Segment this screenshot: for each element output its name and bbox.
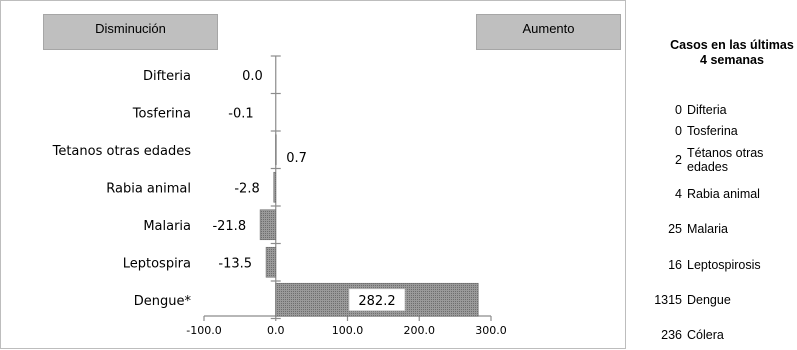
bar-chart: -100.0 0.0 100.0 200.0 300.0 Difteria 0.0 Tosfe… <box>52 55 507 337</box>
category-label: Leptospira <box>123 256 191 271</box>
case-name: Difteria <box>687 103 727 117</box>
case-row: 0 Difteria <box>628 95 797 125</box>
data-label: -2.8 <box>234 181 259 196</box>
data-label-box <box>348 288 406 312</box>
case-count: 25 <box>668 222 682 236</box>
increase-label: Aumento <box>522 21 575 36</box>
case-name: Dengue <box>687 293 731 307</box>
cases-panel: Casos en las últimas 4 semanas 0 Difteria… <box>628 0 797 350</box>
category-label: Difteria <box>143 69 191 84</box>
case-name: Rabia animal <box>687 187 760 201</box>
case-name: Leptospirosis <box>687 258 761 272</box>
case-row: 2 Tétanos otras edades <box>628 145 797 175</box>
case-row: 236 Cólera <box>628 320 797 350</box>
category-label: Tetanos otras edades <box>52 144 192 159</box>
decrease-label-box: Disminución <box>43 14 218 50</box>
case-count: 0 <box>675 103 682 117</box>
case-row: 4 Rabia animal <box>628 179 797 209</box>
case-count: 2 <box>675 153 682 167</box>
case-count: 0 <box>675 124 682 138</box>
cases-panel-title: Casos en las últimas 4 semanas <box>670 38 794 67</box>
value-axis-tick-label: 300.0 <box>475 324 507 337</box>
case-count: 236 <box>661 328 682 342</box>
case-name: Tétanos otras edades <box>687 146 764 174</box>
data-label: -21.8 <box>212 219 246 234</box>
decrease-label: Disminución <box>95 21 166 36</box>
category-label: Rabia animal <box>106 181 191 196</box>
case-count: 16 <box>668 258 682 272</box>
chart-frame: Disminución Aumento -100.0 0.0 100.0 200.0 3… <box>0 0 626 349</box>
case-row: 0 Tosferina <box>628 116 797 146</box>
case-name: Malaria <box>687 222 728 236</box>
case-name: Cólera <box>687 328 724 342</box>
data-label: 282.2 <box>358 294 395 309</box>
increase-label-box: Aumento <box>476 14 621 50</box>
category-label: Dengue* <box>134 294 192 309</box>
data-label: -13.5 <box>218 256 252 271</box>
case-row: 25 Malaria <box>628 214 797 244</box>
case-count: 4 <box>675 187 682 201</box>
bar <box>275 134 277 166</box>
case-name: Tosferina <box>687 124 738 138</box>
category-label: Tosferina <box>132 106 191 121</box>
case-row: 16 Leptospirosis <box>628 250 797 280</box>
case-count: 1315 <box>654 293 682 307</box>
value-axis-tick-label: 0.0 <box>267 324 285 337</box>
bar <box>265 246 277 278</box>
data-label: -0.1 <box>228 106 253 121</box>
data-label: 0.0 <box>242 69 263 84</box>
category-label: Malaria <box>143 219 191 234</box>
data-label: 0.7 <box>286 151 307 166</box>
bar <box>273 171 277 203</box>
case-row: 1315 Dengue <box>628 285 797 315</box>
value-axis-tick-label: 100.0 <box>332 324 364 337</box>
value-axis-tick-label: -100.0 <box>186 324 221 337</box>
value-axis-tick-label: 200.0 <box>404 324 436 337</box>
bar <box>259 209 277 241</box>
